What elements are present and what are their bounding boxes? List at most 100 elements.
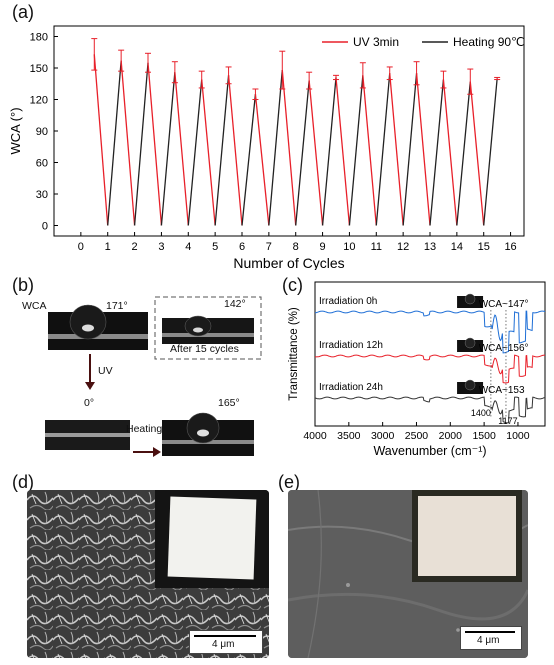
angle-165-label: 165° — [218, 397, 240, 409]
inset-photo-e — [412, 490, 522, 582]
wca-photos-panel — [45, 296, 262, 457]
inset-photo-d — [155, 490, 269, 588]
ftir-series-label: Irradiation 12h — [319, 340, 383, 351]
uv-label: UV — [98, 365, 113, 377]
droplet-icon — [464, 337, 476, 349]
y-tick-label: 60 — [36, 158, 48, 170]
scale-bar-box-d: 4 μm — [189, 630, 263, 654]
y-tick-label: 90 — [36, 126, 48, 138]
heating-segment — [402, 73, 418, 226]
y-tick-label: 120 — [30, 95, 48, 107]
heating-segment — [268, 70, 283, 226]
ftir-chart: 4000 3500 3000 2500 2000 1500 1000 Wavenumber (… — [288, 281, 546, 458]
x-tick-label: 1500 — [472, 430, 496, 442]
x-tick-label: 7 — [266, 241, 272, 253]
x-tick-label: 1 — [105, 241, 111, 253]
ftir-series-label: Irradiation 24h — [319, 382, 383, 393]
ftir-series-label: Irradiation 0h — [319, 296, 377, 307]
annotation-1400: 1400 — [471, 408, 491, 418]
x-tick-label: 2000 — [439, 430, 463, 442]
y-axis-label: Transmittance (%) — [288, 307, 300, 401]
uv-segment — [389, 73, 404, 226]
uv-segment — [362, 75, 377, 226]
droplet-photo-142 — [162, 315, 254, 344]
uv-segment — [174, 72, 189, 226]
ftir-wca-label: WCA~153 — [479, 385, 525, 396]
x-tick-label: 4 — [185, 241, 191, 253]
uv-segment — [227, 75, 243, 226]
droplet-icon — [464, 379, 476, 391]
ftir-series-line — [314, 354, 545, 384]
panel-label-c: (c) — [282, 275, 303, 295]
x-tick-label: 14 — [451, 241, 463, 253]
heating-segment — [241, 94, 257, 226]
x-tick-label: 6 — [239, 241, 245, 253]
scale-bar-box-e: 4 μm — [460, 626, 522, 650]
x-tick-label: 5 — [212, 241, 218, 253]
x-tick-label: 3500 — [337, 430, 361, 442]
panel-label-b: (b) — [12, 275, 34, 295]
plot-frame-c — [314, 281, 546, 427]
x-tick-label: 3000 — [371, 430, 395, 442]
uv-segment — [415, 73, 431, 226]
ftir-series-line — [314, 396, 546, 424]
y-tick-label: 150 — [30, 63, 48, 75]
uv-segment — [335, 77, 351, 226]
heating-segment — [295, 80, 310, 226]
x-tick-label: 15 — [478, 241, 490, 253]
after-cycles-frame — [154, 296, 262, 360]
angle-142-label: 142° — [224, 298, 246, 310]
annotation-1177: 1177 — [498, 416, 517, 426]
angle-0-label: 0° — [84, 397, 95, 409]
uv-segment — [254, 94, 270, 226]
heating-segment — [107, 60, 122, 226]
heating-segment — [187, 79, 203, 226]
droplet-photo-165 — [162, 412, 254, 456]
y-tick-label: 180 — [30, 32, 48, 44]
heating-segment — [160, 72, 176, 226]
heating-segment — [483, 78, 498, 226]
sem-image-smooth: 4 μm — [288, 490, 528, 658]
heating-segment — [321, 77, 337, 226]
uv-segment — [469, 81, 485, 226]
heating-segment — [348, 75, 364, 226]
x-tick-label: 2 — [132, 241, 138, 253]
after-cycles-label: After 15 cycles — [170, 343, 239, 355]
heating-segment — [375, 73, 391, 226]
ftir-wca-label: WCA~147° — [479, 299, 529, 310]
sem-image-wrinkled: 4 μm — [27, 490, 269, 658]
y-tick-label: 0 — [42, 221, 48, 233]
scale-bar-e — [465, 631, 515, 633]
y-tick-label: 30 — [36, 189, 48, 201]
x-tick-label: 4000 — [303, 430, 327, 442]
uv-segment — [120, 60, 136, 226]
wca-label: WCA — [22, 300, 47, 312]
x-tick-label: 11 — [371, 241, 382, 253]
droplet-icon — [464, 293, 476, 305]
uv-segment — [281, 70, 297, 226]
ftir-wca-label: WCA~156° — [479, 343, 529, 354]
legend-label-heating: Heating 90℃ — [453, 35, 525, 49]
x-tick-label: 12 — [397, 241, 409, 253]
uv-segment — [93, 54, 109, 226]
flat-film-photo — [45, 420, 130, 450]
x-tick-label: 2500 — [405, 430, 429, 442]
uv-segment — [147, 62, 163, 226]
scale-label-d: 4 μm — [212, 639, 235, 650]
panel-label-a: (a) — [12, 2, 34, 22]
heating-segment — [429, 79, 445, 226]
x-tick-label: 0 — [78, 241, 84, 253]
scale-label-e: 4 μm — [477, 635, 500, 646]
y-axis-label: WCA (°) — [8, 107, 23, 154]
panel-label-d: (d) — [12, 472, 34, 492]
x-tick-label: 8 — [293, 241, 299, 253]
x-tick-label: 16 — [504, 241, 516, 253]
heating-segment — [214, 75, 230, 226]
legend-label-uv: UV 3min — [353, 35, 399, 49]
ftir-series-line — [314, 310, 546, 354]
heating-label: Heating — [126, 423, 163, 435]
panel-label-e: (e) — [278, 472, 300, 492]
uv-segment — [442, 79, 458, 226]
x-tick-label: 10 — [343, 241, 355, 253]
plot-frame-a — [53, 25, 525, 237]
